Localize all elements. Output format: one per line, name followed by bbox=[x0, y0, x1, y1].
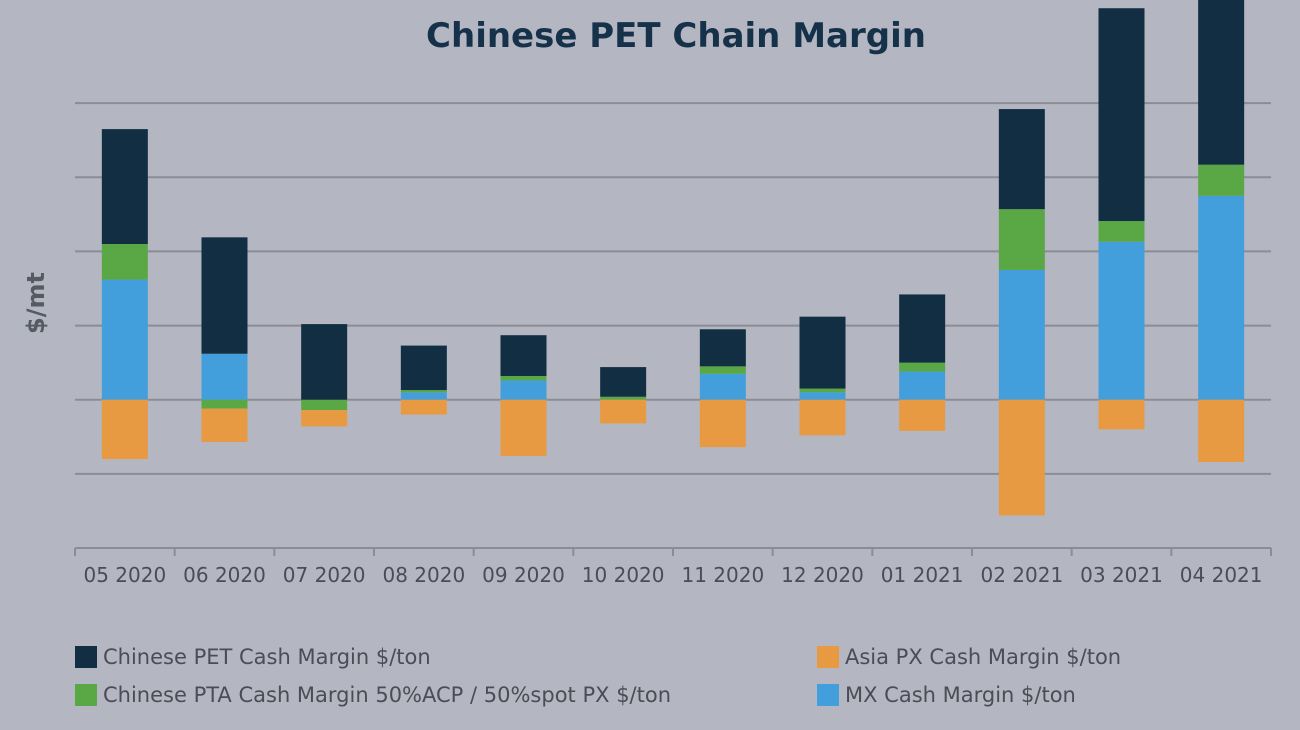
bar-chinese-pta-cash-margin-50-acp-50-spot-px-ton bbox=[600, 396, 647, 400]
bar-chinese-pta-cash-margin-50-acp-50-spot-px-ton bbox=[1098, 221, 1145, 242]
bar-asia-px-cash-margin-ton bbox=[1098, 399, 1145, 430]
bar-asia-px-cash-margin-ton bbox=[998, 399, 1045, 516]
bar-asia-px-cash-margin-ton bbox=[699, 399, 746, 448]
legend-label-px: Asia PX Cash Margin $/ton bbox=[845, 645, 1122, 669]
bar-chinese-pta-cash-margin-50-acp-50-spot-px-ton bbox=[500, 375, 547, 381]
legend-item-mx: MX Cash Margin $/ton bbox=[817, 683, 1076, 707]
bar-mx-cash-margin-ton bbox=[101, 279, 148, 400]
y-axis-label: $/mt bbox=[22, 272, 50, 334]
x-tick-label: 01 2021 bbox=[881, 563, 964, 587]
bar-asia-px-cash-margin-ton bbox=[101, 399, 148, 460]
legend-item-px: Asia PX Cash Margin $/ton bbox=[817, 645, 1121, 669]
bar-asia-px-cash-margin-ton bbox=[500, 399, 547, 457]
bar-chinese-pta-cash-margin-50-acp-50-spot-px-ton bbox=[899, 362, 946, 372]
legend-label-pta: Chinese PTA Cash Margin 50%ACP / 50%spot… bbox=[103, 683, 672, 707]
bar-mx-cash-margin-ton bbox=[500, 380, 547, 400]
bar-mx-cash-margin-ton bbox=[899, 371, 946, 400]
bar-chinese-pet-cash-margin-ton bbox=[201, 237, 248, 354]
x-tick-label: 07 2020 bbox=[283, 563, 366, 587]
bar-asia-px-cash-margin-ton bbox=[400, 399, 447, 415]
bar-chinese-pta-cash-margin-50-acp-50-spot-px-ton bbox=[301, 399, 348, 411]
x-tick-label: 03 2021 bbox=[1080, 563, 1163, 587]
bar-chinese-pta-cash-margin-50-acp-50-spot-px-ton bbox=[799, 388, 846, 393]
x-axis: 05 2020 06 2020 07 2020 08 2020 09 2020 10 20… bbox=[74, 547, 1272, 587]
bar-asia-px-cash-margin-ton bbox=[899, 399, 946, 431]
legend-swatch-mx bbox=[817, 684, 839, 706]
bar-asia-px-cash-margin-ton bbox=[1198, 399, 1245, 462]
bar-chinese-pet-cash-margin-ton bbox=[699, 329, 746, 367]
legend-swatch-pta bbox=[75, 684, 97, 706]
bar-chinese-pet-cash-margin-ton bbox=[600, 367, 647, 397]
bar-chinese-pta-cash-margin-50-acp-50-spot-px-ton bbox=[101, 244, 148, 280]
bar-chinese-pta-cash-margin-50-acp-50-spot-px-ton bbox=[699, 366, 746, 374]
gridlines bbox=[75, 102, 1271, 475]
bar-mx-cash-margin-ton bbox=[998, 269, 1045, 400]
bar-mx-cash-margin-ton bbox=[799, 392, 846, 400]
bar-chinese-pet-cash-margin-ton bbox=[998, 109, 1045, 210]
x-tick-label: 08 2020 bbox=[382, 563, 465, 587]
x-tick-label: 05 2020 bbox=[83, 563, 166, 587]
bar-chinese-pet-cash-margin-ton bbox=[1198, 0, 1245, 165]
legend-item-pta: Chinese PTA Cash Margin 50%ACP / 50%spot… bbox=[75, 683, 671, 707]
bar-asia-px-cash-margin-ton bbox=[799, 399, 846, 436]
legend-label-mx: MX Cash Margin $/ton bbox=[845, 683, 1076, 707]
x-tick-label: 09 2020 bbox=[482, 563, 565, 587]
legend-swatch-pet bbox=[75, 646, 97, 668]
bar-mx-cash-margin-ton bbox=[1198, 195, 1245, 400]
bar-chinese-pta-cash-margin-50-acp-50-spot-px-ton bbox=[201, 399, 248, 409]
bar-asia-px-cash-margin-ton bbox=[600, 399, 647, 424]
bar-chinese-pta-cash-margin-50-acp-50-spot-px-ton bbox=[998, 209, 1045, 270]
chart-title: Chinese PET Chain Margin bbox=[426, 16, 926, 56]
bar-chinese-pet-cash-margin-ton bbox=[799, 316, 846, 389]
bar-mx-cash-margin-ton bbox=[699, 373, 746, 400]
bar-chinese-pta-cash-margin-50-acp-50-spot-px-ton bbox=[400, 390, 447, 393]
x-tick-label: 12 2020 bbox=[781, 563, 864, 587]
bars bbox=[101, 0, 1245, 516]
bar-chinese-pta-cash-margin-50-acp-50-spot-px-ton bbox=[1198, 164, 1245, 196]
bar-chinese-pet-cash-margin-ton bbox=[101, 129, 148, 245]
bar-chinese-pet-cash-margin-ton bbox=[500, 335, 547, 376]
bar-chinese-pet-cash-margin-ton bbox=[899, 294, 946, 363]
x-tick-label: 06 2020 bbox=[183, 563, 266, 587]
x-tick-label: 04 2021 bbox=[1180, 563, 1263, 587]
bar-chinese-pet-cash-margin-ton bbox=[400, 345, 447, 391]
bar-asia-px-cash-margin-ton bbox=[201, 408, 248, 442]
bar-chinese-pet-cash-margin-ton bbox=[1098, 8, 1145, 222]
bar-chinese-pet-cash-margin-ton bbox=[301, 324, 348, 400]
legend-swatch-px bbox=[817, 646, 839, 668]
legend-item-pet: Chinese PET Cash Margin $/ton bbox=[75, 645, 431, 669]
legend-label-pet: Chinese PET Cash Margin $/ton bbox=[103, 645, 431, 669]
bar-mx-cash-margin-ton bbox=[400, 392, 447, 400]
bar-asia-px-cash-margin-ton bbox=[301, 410, 348, 427]
x-tick-label: 02 2021 bbox=[980, 563, 1063, 587]
bar-mx-cash-margin-ton bbox=[201, 353, 248, 400]
x-tick-label: 10 2020 bbox=[582, 563, 665, 587]
bar-mx-cash-margin-ton bbox=[1098, 241, 1145, 400]
x-tick-label: 11 2020 bbox=[681, 563, 764, 587]
